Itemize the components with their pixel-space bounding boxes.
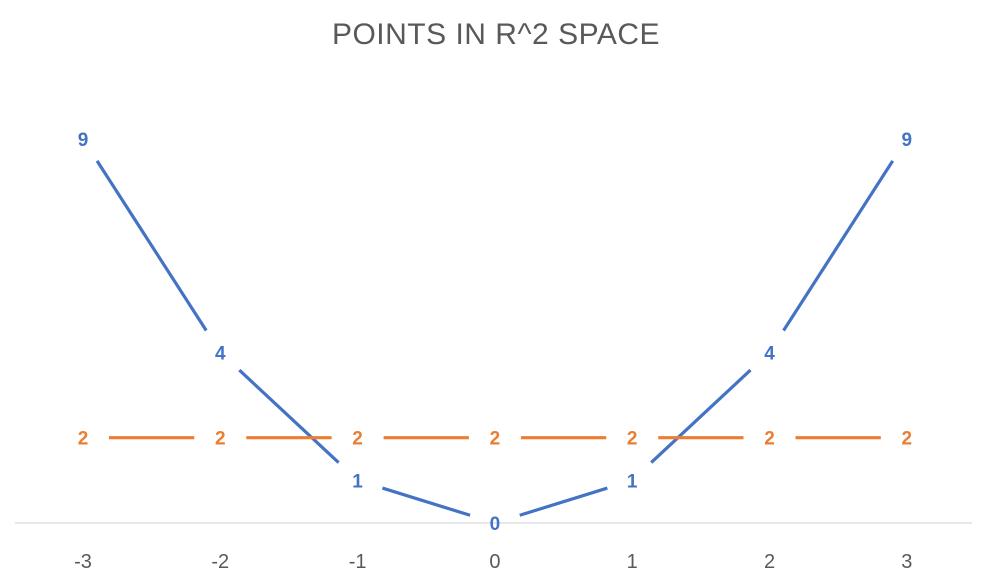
series-1-data-label: 1 — [627, 471, 638, 492]
x-tick-label: -1 — [349, 551, 367, 573]
x-tick-label: 2 — [764, 551, 775, 573]
series-1-data-label: 9 — [902, 130, 913, 151]
series-1-data-label: 0 — [490, 514, 501, 535]
series-1-segment — [238, 368, 340, 464]
x-tick-label: 1 — [627, 551, 638, 573]
x-tick-label: 3 — [901, 551, 912, 573]
x-tick-label: 0 — [489, 551, 500, 573]
series-2-data-label: 2 — [764, 429, 775, 450]
series-2-data-label: 2 — [490, 429, 501, 450]
series-2-data-label: 2 — [78, 429, 89, 450]
series-2-data-label: 2 — [902, 429, 913, 450]
x-tick-label: -3 — [74, 551, 92, 573]
x-tick-label: -2 — [211, 551, 229, 573]
series-1-segment — [650, 368, 752, 464]
series-2-data-label: 2 — [215, 429, 226, 450]
series-2-data-label: 2 — [352, 429, 363, 450]
series-1-data-label: 1 — [352, 471, 363, 492]
series-1-segment — [381, 486, 471, 517]
series-1-segment — [782, 159, 895, 332]
series-1-data-label: 4 — [215, 343, 226, 364]
series-1-data-label: 4 — [764, 343, 775, 364]
series-1-segment — [519, 486, 608, 517]
series-1-data-label: 9 — [78, 130, 89, 151]
series-2-data-label: 2 — [627, 429, 638, 450]
chart-title: POINTS IN R^2 SPACE — [331, 18, 661, 51]
series-1-segment — [95, 159, 208, 332]
